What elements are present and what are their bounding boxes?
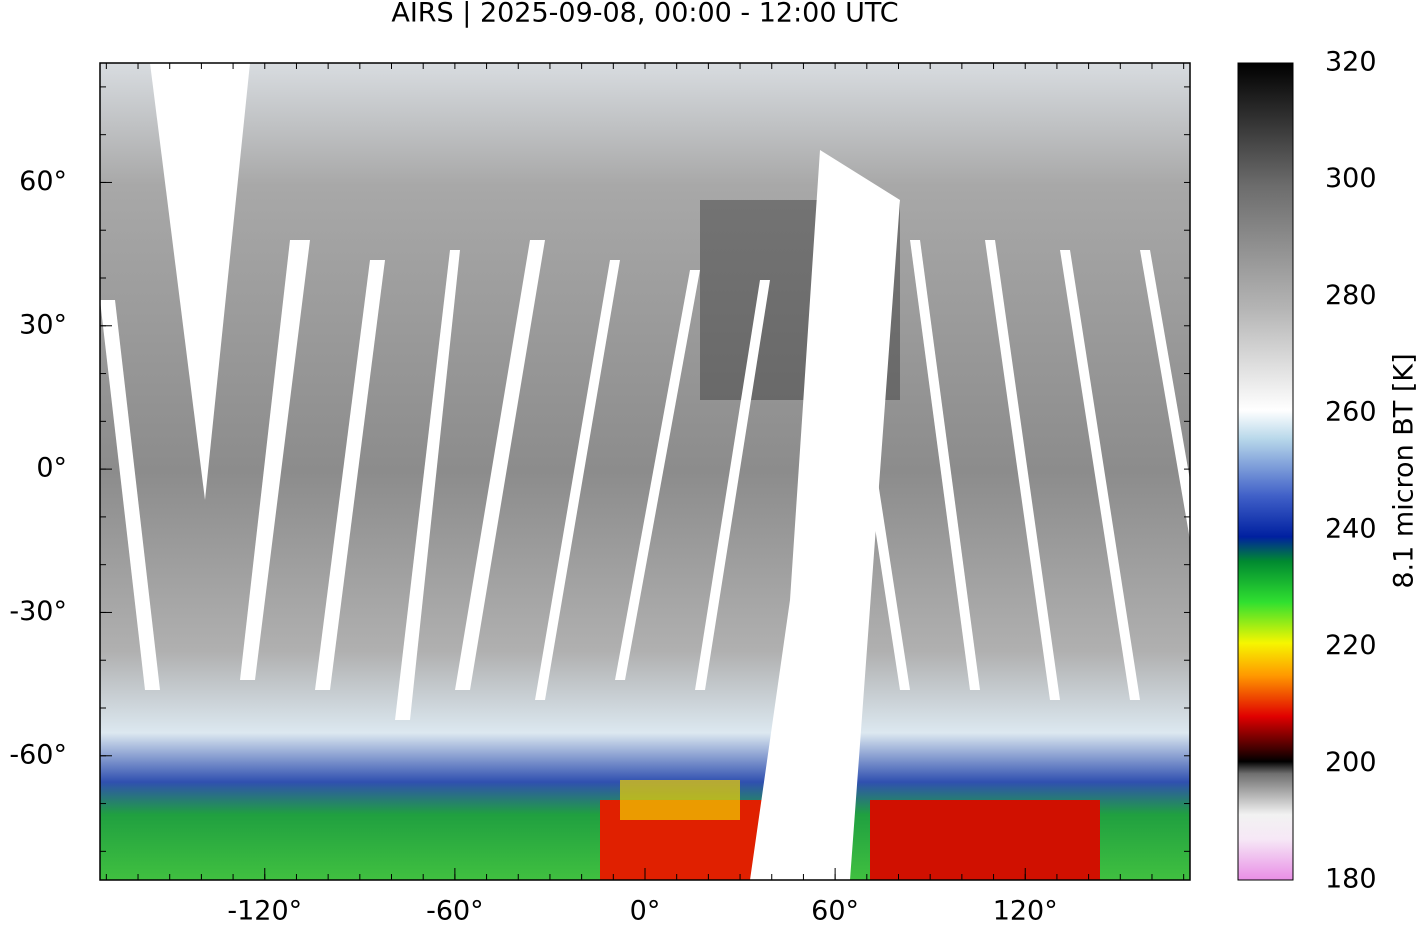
y-tick-label: 0° <box>36 453 67 484</box>
x-tick-label: -120° <box>227 896 302 927</box>
map-imagery <box>100 63 1190 880</box>
y-tick-label: -30° <box>9 596 67 627</box>
x-tick-label: -60° <box>426 896 484 927</box>
y-tick-label: -60° <box>9 739 67 770</box>
colorbar-tick-label: 300 <box>1325 163 1377 194</box>
title: AIRS | 2025-09-08, 00:00 - 12:00 UTC <box>391 0 898 29</box>
colorbar-tick-label: 320 <box>1325 47 1377 78</box>
y-tick-label: 30° <box>19 309 67 340</box>
y-tick-label: 60° <box>19 166 67 197</box>
colorbar-label: 8.1 micron BT [K] <box>1389 353 1420 588</box>
x-tick-label: 0° <box>630 896 661 927</box>
x-tick-label: 120° <box>993 896 1058 927</box>
colorbar-tick-label: 240 <box>1325 513 1377 544</box>
x-tick-label: 60° <box>811 896 859 927</box>
colorbar-tick-label: 280 <box>1325 280 1377 311</box>
colorbar-tick-label: 220 <box>1325 630 1377 661</box>
colorbar-tick-label: 260 <box>1325 397 1377 428</box>
colorbar-tick-label: 180 <box>1325 864 1377 895</box>
colorbar-tick-label: 200 <box>1325 747 1377 778</box>
colorbar <box>1237 62 1294 881</box>
